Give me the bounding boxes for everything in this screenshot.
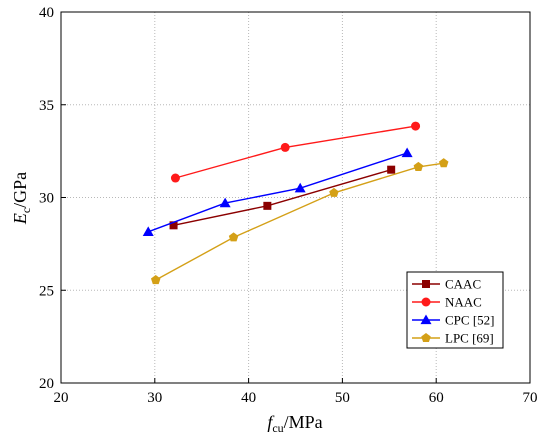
series-lpc-69 <box>150 158 449 285</box>
legend-marker-naac <box>421 297 431 307</box>
legend-item-lpc-69: LPC [69] <box>412 331 494 346</box>
series-line-naac <box>175 125 416 179</box>
legend-marker-caac <box>422 280 430 288</box>
x-tick-label: 60 <box>429 390 444 406</box>
series-line-lpc-69 <box>155 162 444 281</box>
data-point-lpc-69 <box>413 161 424 171</box>
data-point-caac <box>169 221 178 230</box>
legend-label-caac: CAAC <box>445 277 481 292</box>
data-point-cpc-52 <box>219 197 231 208</box>
series-cpc-52 <box>142 147 413 236</box>
y-axis-title: Ec/GPa <box>10 172 33 225</box>
data-point-lpc-69 <box>228 232 239 242</box>
x-tick-label: 40 <box>241 390 256 406</box>
series-line-cpc-52 <box>147 152 408 233</box>
data-point-lpc-69 <box>438 158 449 168</box>
series-naac <box>170 121 421 183</box>
y-tick-label: 35 <box>39 98 54 114</box>
series-caac <box>169 165 396 230</box>
x-tick-label: 70 <box>523 390 538 406</box>
x-axis-title: fcu/MPa <box>267 412 322 435</box>
data-point-naac <box>170 173 180 183</box>
data-point-cpc-52 <box>401 147 413 158</box>
x-tick-label: 20 <box>54 390 69 406</box>
data-point-lpc-69 <box>150 275 161 285</box>
data-point-cpc-52 <box>142 226 154 236</box>
legend-item-cpc-52: CPC [52] <box>412 313 494 328</box>
data-point-naac <box>280 142 290 152</box>
legend: CAAC NAAC CPC [52] LPC [69] <box>406 271 504 349</box>
legend-item-caac: CAAC <box>412 277 481 292</box>
ticks: 20 30 40 50 60 70 20 25 30 35 40 <box>39 5 538 406</box>
legend-item-naac: NAAC <box>412 295 482 310</box>
data-point-caac <box>387 165 396 174</box>
y-tick-label: 20 <box>39 376 54 392</box>
data-point-lpc-69 <box>329 187 339 197</box>
data-point-naac <box>411 121 421 131</box>
series-layer <box>142 121 449 285</box>
y-tick-label: 30 <box>39 191 54 207</box>
x-tick-label: 50 <box>335 390 350 406</box>
legend-marker-lpc-69 <box>421 333 431 343</box>
legend-label-naac: NAAC <box>445 295 482 310</box>
y-tick-label: 25 <box>39 283 54 299</box>
legend-marker-cpc-52 <box>420 314 432 325</box>
legend-label-cpc-52: CPC [52] <box>445 313 494 328</box>
legend-label-lpc-69: LPC [69] <box>445 331 494 346</box>
y-tick-label: 40 <box>39 5 54 21</box>
x-tick-label: 30 <box>147 390 162 406</box>
data-point-cpc-52 <box>294 182 306 193</box>
data-point-caac <box>263 201 272 210</box>
